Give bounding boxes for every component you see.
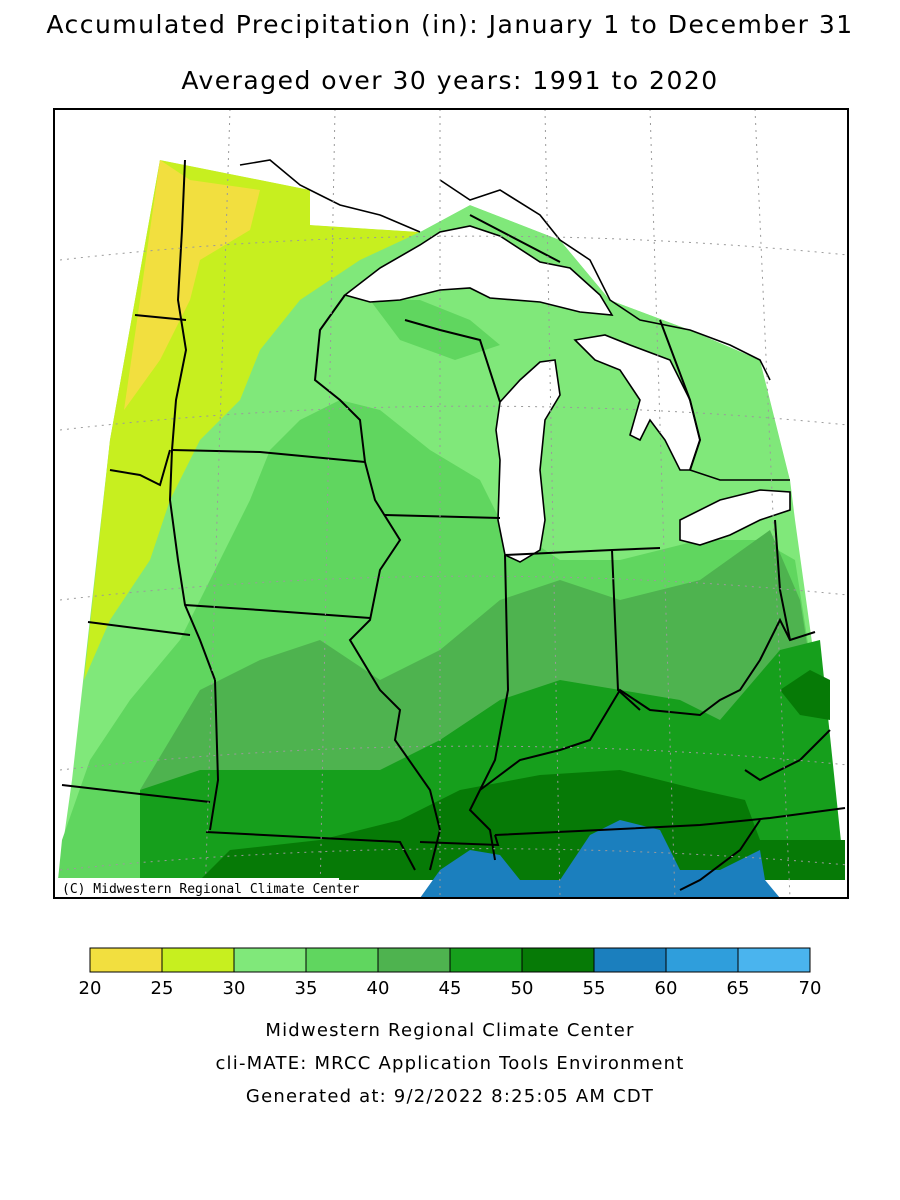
legend-bin-45-50	[449, 947, 523, 973]
legend-tick-label: 20	[79, 978, 102, 999]
map-area	[54, 109, 848, 898]
legend-tick-label: 30	[223, 978, 246, 999]
legend-tick-label: 60	[655, 978, 678, 999]
band-35-40-north	[370, 300, 500, 360]
lake-michigan	[495, 359, 561, 563]
precipitation-bands	[58, 160, 845, 898]
legend-bin-50-55	[521, 947, 595, 973]
legend-tick-label: 70	[799, 978, 822, 999]
state-boundaries	[61, 159, 846, 891]
map-subtitle: Averaged over 30 years: 1991 to 2020	[181, 66, 719, 95]
band-50-55-east	[780, 670, 830, 720]
lake-huron	[573, 334, 701, 471]
legend-bin-40-45	[377, 947, 451, 973]
legend-bin-30-35	[233, 947, 307, 973]
lake-erie	[679, 489, 791, 546]
legend-bin-35-40	[305, 947, 379, 973]
legend-tick-label: 25	[151, 978, 174, 999]
graticule	[59, 109, 848, 898]
legend-tick-label: 50	[511, 978, 534, 999]
legend-bin-55-60	[593, 947, 667, 973]
legend-tick-label: 65	[727, 978, 750, 999]
copyright-box: (C) Midwestern Regional Climate Center	[55, 878, 360, 897]
legend-tick-label: 40	[367, 978, 390, 999]
legend-tick-label: 35	[295, 978, 318, 999]
canada-land	[54, 109, 848, 520]
legend-bin-25-30	[161, 947, 235, 973]
map-title: Accumulated Precipitation (in): January …	[46, 10, 854, 39]
band-50-55	[200, 770, 845, 880]
map-frame	[53, 108, 849, 899]
legend: 20 25 30 35 40 45 50 55 60 65 70	[79, 947, 822, 999]
copyright-label: (C) Midwestern Regional Climate Center	[62, 882, 360, 897]
credit-generated-time: Generated at: 9/2/2022 8:25:05 AM CDT	[245, 1086, 655, 1107]
band-55-60	[420, 820, 780, 898]
legend-tick-label: 45	[439, 978, 462, 999]
legend-bin-20-25	[89, 947, 163, 973]
legend-bin-60-65	[665, 947, 739, 973]
great-lakes	[343, 225, 791, 563]
legend-tick-label: 55	[583, 978, 606, 999]
legend-bin-65-70	[737, 947, 811, 973]
lake-superior	[343, 225, 614, 316]
credit-organization: Midwestern Regional Climate Center	[265, 1020, 635, 1041]
credit-tool: cli-MATE: MRCC Application Tools Environ…	[215, 1053, 685, 1074]
